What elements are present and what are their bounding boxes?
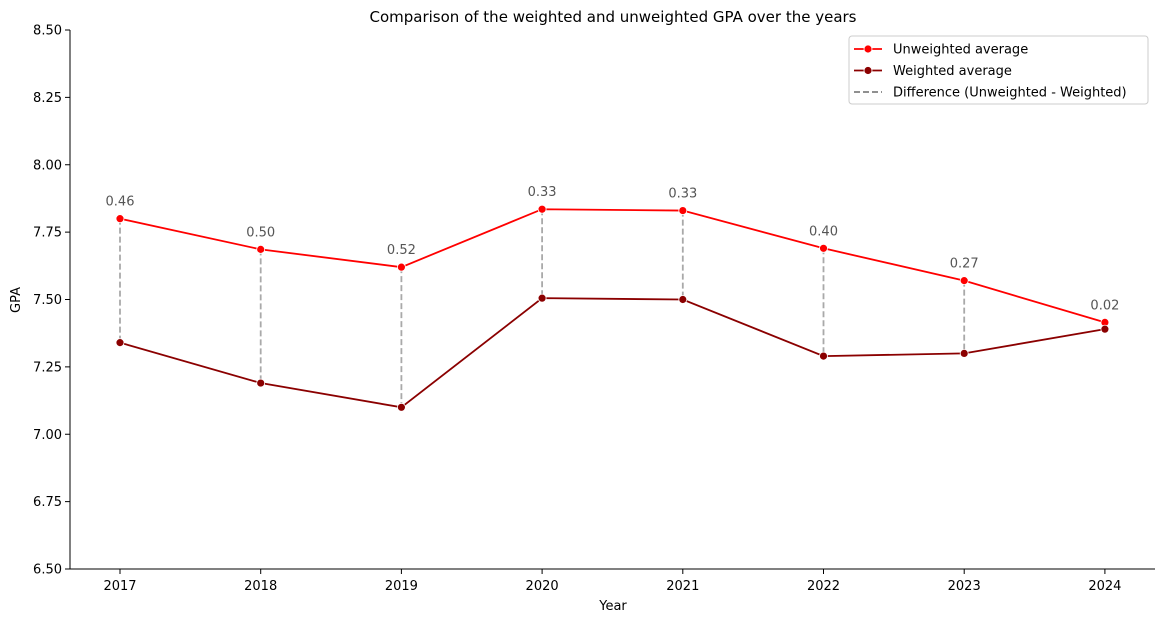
- difference-label: 0.50: [246, 225, 275, 240]
- difference-label: 0.40: [809, 224, 838, 239]
- weighted-average-line: [119, 297, 1106, 409]
- legend-label-weighted-average: Weighted average: [893, 64, 1012, 79]
- x-tick-label: 2021: [666, 579, 699, 594]
- chart-title: Comparison of the weighted and unweighte…: [370, 8, 857, 26]
- y-tick-label: 6.50: [33, 563, 62, 578]
- x-tick-label: 2024: [1088, 579, 1121, 594]
- weighted-average-point: [1100, 324, 1110, 334]
- y-tick-label: 8.25: [33, 91, 62, 106]
- weighted-average-point: [678, 295, 688, 304]
- difference-label: 0.33: [668, 187, 697, 202]
- unweighted-average-point: [256, 244, 266, 254]
- unweighted-average-line: [119, 208, 1106, 324]
- unweighted-average-point: [115, 214, 125, 224]
- x-tick-label: 2017: [103, 579, 136, 594]
- y-tick-label: 7.25: [33, 360, 62, 375]
- difference-label: 0.33: [528, 185, 557, 200]
- unweighted-average-point: [678, 206, 688, 215]
- legend: Unweighted average Weighted average Differ…: [848, 35, 1149, 105]
- legend-frame: [848, 35, 1149, 105]
- weighted-average-point: [959, 348, 969, 358]
- unweighted-average-point: [396, 262, 406, 272]
- y-tick-label: 7.50: [33, 293, 62, 308]
- y-tick-label: 7.75: [33, 226, 62, 241]
- y-tick-label: 6.75: [33, 495, 62, 510]
- x-tick-label: 2022: [807, 579, 840, 594]
- y-tick-label: 7.00: [33, 428, 62, 443]
- weighted-average-point: [537, 293, 547, 303]
- x-tick-label: 2019: [385, 579, 418, 594]
- weighted-average-point: [115, 338, 125, 348]
- legend-label-unweighted-average: Unweighted average: [893, 43, 1028, 58]
- difference-label: 0.52: [387, 243, 416, 258]
- x-tick-label: 2023: [948, 579, 981, 594]
- unweighted-average-point: [537, 204, 547, 214]
- unweighted-average-point: [959, 276, 969, 286]
- difference-label: 0.02: [1090, 298, 1119, 313]
- difference-label: 0.27: [950, 257, 979, 272]
- plot-area: 6.50 6.75 7.00 7.25 7.50 7.75 8.00 8.25 8.50 2017…: [33, 24, 1155, 594]
- x-tick-label: 2018: [244, 579, 277, 594]
- weighted-average-point: [819, 351, 828, 361]
- legend-marker-unweighted-average: [863, 44, 873, 54]
- y-axis-label: GPA: [9, 287, 24, 313]
- weighted-average-point: [256, 378, 266, 388]
- y-tick-label: 8.50: [33, 24, 62, 39]
- difference-label: 0.46: [106, 195, 135, 210]
- legend-marker-weighted-average: [863, 66, 873, 75]
- y-tick-label: 8.00: [33, 158, 62, 173]
- x-axis-label: Year: [598, 599, 627, 614]
- weighted-average-point: [396, 402, 406, 412]
- unweighted-average-point: [819, 243, 828, 253]
- legend-label-difference-unweighted-weighted-: Difference (Unweighted - Weighted): [893, 86, 1127, 101]
- x-tick-label: 2020: [526, 579, 559, 594]
